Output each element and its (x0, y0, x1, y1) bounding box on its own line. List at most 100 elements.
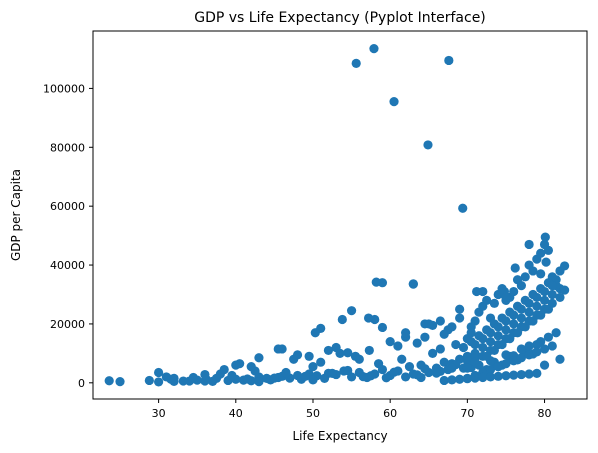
data-point (292, 350, 303, 360)
data-point (254, 377, 264, 387)
data-point (447, 375, 457, 385)
data-point (510, 263, 520, 273)
data-point (516, 304, 526, 314)
data-point (501, 316, 511, 326)
x-tick-label: 80 (538, 407, 552, 420)
data-point (489, 345, 499, 356)
data-point (200, 369, 210, 380)
data-point (308, 362, 318, 372)
data-point (541, 257, 551, 267)
data-point (493, 331, 503, 341)
data-point (555, 354, 565, 364)
data-point (319, 373, 330, 383)
data-point (524, 369, 534, 379)
data-point (439, 375, 449, 386)
data-point (516, 313, 526, 323)
data-point (478, 334, 488, 344)
data-point (451, 339, 461, 350)
y-tick-label: 100000 (43, 82, 85, 95)
data-point (154, 377, 164, 387)
data-point (485, 328, 496, 338)
data-point (219, 364, 229, 375)
data-point (547, 289, 557, 300)
data-point (470, 373, 480, 383)
data-point (516, 281, 526, 291)
data-point (536, 269, 546, 279)
data-point (472, 286, 482, 297)
data-point (308, 375, 318, 385)
data-point (447, 363, 457, 373)
data-point (115, 377, 125, 387)
data-point (516, 353, 526, 363)
data-point (501, 371, 511, 381)
data-point (254, 353, 264, 363)
data-point (371, 277, 381, 287)
data-point (551, 328, 561, 338)
data-point (509, 319, 519, 329)
data-point (536, 248, 546, 258)
data-point (363, 313, 374, 323)
data-point (539, 360, 550, 370)
data-point (540, 232, 550, 242)
data-point (373, 359, 384, 369)
data-point (389, 97, 399, 107)
x-axis-label: Life Expectancy (292, 429, 387, 443)
data-point (528, 316, 538, 326)
data-point (555, 292, 565, 303)
x-tick-label: 70 (460, 407, 474, 420)
data-point (470, 339, 480, 350)
data-point (489, 298, 499, 308)
data-point (444, 55, 454, 66)
data-point (516, 344, 526, 354)
data-point (428, 348, 438, 358)
data-point (431, 368, 442, 378)
data-point (478, 342, 488, 353)
data-point (560, 285, 570, 295)
data-point (543, 304, 554, 314)
x-tick-label: 50 (306, 407, 320, 420)
y-tick-label: 0 (78, 377, 85, 390)
data-point (246, 362, 256, 372)
data-point (343, 365, 353, 376)
data-point (539, 286, 550, 297)
data-point (539, 295, 550, 305)
data-point (478, 372, 488, 383)
data-point (408, 279, 418, 289)
data-point (458, 342, 469, 353)
data-point (547, 341, 557, 351)
data-point (462, 363, 472, 373)
data-point (304, 351, 314, 361)
data-point (539, 344, 550, 354)
data-point (200, 376, 210, 386)
data-point (493, 322, 503, 332)
data-point (323, 345, 334, 356)
data-point (227, 370, 237, 381)
data-point (377, 322, 388, 333)
data-point (560, 261, 570, 271)
data-point (524, 341, 534, 351)
data-point (316, 323, 326, 333)
data-point (509, 356, 519, 366)
data-point (327, 368, 337, 378)
plot-frame (92, 30, 588, 400)
data-point (104, 376, 114, 386)
data-point (169, 376, 179, 386)
data-point (369, 44, 379, 54)
data-point (337, 314, 347, 325)
data-point (485, 364, 496, 375)
data-point (346, 306, 357, 316)
data-point (269, 373, 279, 383)
data-point (416, 372, 426, 383)
y-tick-label: 20000 (50, 318, 85, 331)
data-point (497, 339, 507, 350)
data-point (351, 58, 361, 68)
data-point (435, 344, 445, 354)
data-point (482, 351, 492, 361)
data-point (273, 344, 283, 354)
data-point (358, 372, 368, 382)
data-point (397, 354, 407, 364)
data-point (509, 370, 519, 380)
x-tick-label: 60 (383, 407, 397, 420)
data-point (354, 354, 364, 364)
data-point (455, 304, 465, 314)
